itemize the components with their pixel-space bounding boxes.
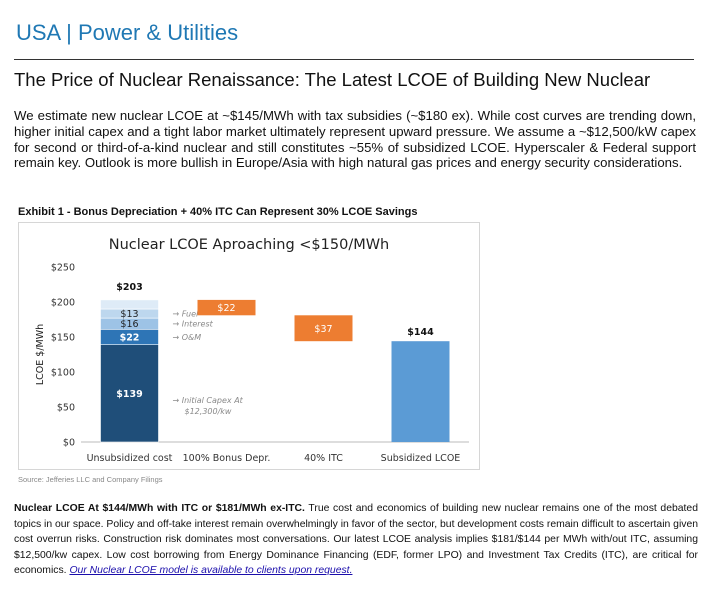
- waterfall-label: $22: [217, 303, 235, 314]
- chart-source: Source: Jefferies LLC and Company Filing…: [18, 475, 163, 484]
- y-tick-label: $250: [51, 263, 75, 274]
- x-tick-labels: Unsubsidized cost 100% Bonus Depr. 40% ITC…: [87, 453, 461, 464]
- x-tick-label: 100% Bonus Depr.: [183, 453, 271, 464]
- final-bar: [391, 341, 450, 442]
- stack-annotation: → Initial Capex At: [173, 396, 244, 405]
- y-axis-label: LCOE $/MWh: [35, 324, 46, 385]
- total-label: $203: [116, 282, 142, 293]
- chart-title: Nuclear LCOE Aproaching <$150/MWh: [109, 237, 390, 253]
- final-label: $144: [407, 327, 434, 338]
- stack-annotation: → Interest: [173, 320, 214, 329]
- intro-paragraph: We estimate new nuclear LCOE at ~$145/MW…: [14, 108, 696, 171]
- x-tick-label: Unsubsidized cost: [87, 453, 173, 464]
- y-tick-label: $150: [51, 333, 75, 344]
- lcoe-chart: Nuclear LCOE Aproaching <$150/MWh LCOE $…: [18, 222, 480, 470]
- stack-annotation: → Fuel: [173, 310, 200, 319]
- exhibit-title: Exhibit 1 - Bonus Depreciation + 40% ITC…: [18, 206, 418, 218]
- stack-segment-other: [100, 299, 159, 310]
- y-tick-label: $100: [51, 368, 75, 379]
- stack-annotation-2: $12,300/kw: [185, 407, 232, 416]
- waterfall-bar: [197, 299, 256, 316]
- stack-value-label: $16: [120, 319, 138, 330]
- waterfall-bar: [294, 315, 353, 342]
- y-tick-label: $200: [51, 298, 75, 309]
- waterfall-label: $37: [314, 324, 332, 335]
- section-header: USA | Power & Utilities: [16, 20, 239, 45]
- stack-value-label: $139: [116, 389, 142, 400]
- x-tick-label: 40% ITC: [304, 453, 343, 464]
- header-divider: [14, 59, 694, 60]
- body-bold-lead: Nuclear LCOE At $144/MWh with ITC or $18…: [14, 503, 305, 514]
- x-tick-label: Subsidized LCOE: [381, 453, 461, 464]
- y-tick-label: $0: [63, 438, 75, 449]
- bars: $139 → Initial Capex At $12,300/kw $22 → O&M…: [100, 282, 450, 443]
- model-request-link[interactable]: Our Nuclear LCOE model is available to c…: [69, 565, 353, 577]
- stack-segment-initial-capex: [100, 344, 159, 443]
- lcoe-chart-svg: Nuclear LCOE Aproaching <$150/MWh LCOE $…: [35, 237, 469, 464]
- stack-value-label: $22: [120, 333, 140, 344]
- body-text: True cost and economics of building new …: [14, 503, 699, 577]
- y-tick-label: $50: [57, 403, 75, 414]
- article-title: The Price of Nuclear Renaissance: The La…: [14, 69, 651, 90]
- stack-value-label: $13: [120, 309, 138, 320]
- body-paragraph: Nuclear LCOE At $144/MWh with ITC or $18…: [14, 501, 698, 579]
- stack-annotation: → O&M: [173, 333, 202, 342]
